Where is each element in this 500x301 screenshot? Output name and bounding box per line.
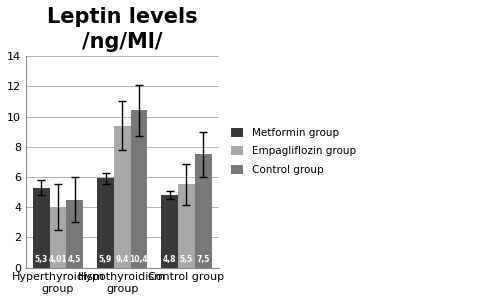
Bar [66, 200, 83, 268]
Title: Leptin levels
/ng/Ml/: Leptin levels /ng/Ml/ [47, 7, 198, 52]
Text: 10,4: 10,4 [130, 255, 148, 264]
Text: 5,9: 5,9 [99, 255, 112, 264]
Bar [50, 207, 66, 268]
Bar [195, 154, 212, 268]
Bar [178, 185, 195, 268]
Bar [97, 178, 114, 268]
Text: 7,5: 7,5 [196, 255, 210, 264]
Text: 4,5: 4,5 [68, 255, 82, 264]
Bar [33, 188, 50, 268]
Bar [114, 126, 130, 268]
Bar [162, 195, 178, 268]
Text: 9,4: 9,4 [116, 255, 129, 264]
Text: 4,8: 4,8 [163, 255, 176, 264]
Text: 4,01: 4,01 [48, 255, 68, 264]
Legend: Metformin group, Empagliflozin group, Control group: Metformin group, Empagliflozin group, Co… [226, 123, 361, 180]
Bar [130, 110, 148, 268]
Text: 5,5: 5,5 [180, 255, 193, 264]
Text: 5,3: 5,3 [34, 255, 48, 264]
